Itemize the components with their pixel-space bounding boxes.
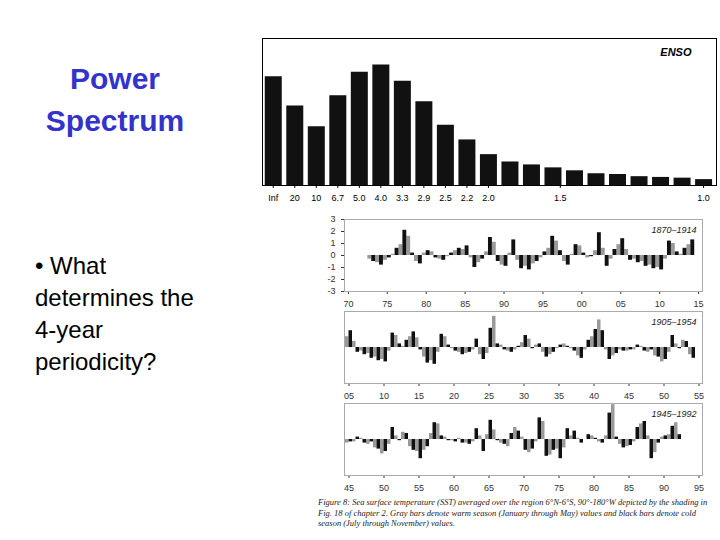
svg-text:1.0: 1.0 — [697, 193, 710, 203]
svg-text:25: 25 — [484, 391, 494, 399]
svg-text:1: 1 — [330, 238, 335, 248]
svg-text:45: 45 — [624, 391, 634, 399]
svg-text:-1: -1 — [327, 262, 335, 272]
svg-text:2.5: 2.5 — [439, 193, 452, 203]
svg-text:90: 90 — [499, 299, 509, 307]
svg-text:40: 40 — [589, 391, 599, 399]
svg-text:ENSO: ENSO — [660, 46, 692, 58]
svg-text:45: 45 — [344, 483, 354, 491]
html-text:• What determines the 4-year p: • What determines the 4-year periodicity… — [35, 252, 194, 375]
svg-text:20: 20 — [290, 193, 300, 203]
svg-text:70: 70 — [519, 483, 529, 491]
svg-text:35: 35 — [554, 391, 564, 399]
svg-text:60: 60 — [449, 483, 459, 491]
svg-text:95: 95 — [694, 483, 704, 491]
svg-text:6.7: 6.7 — [332, 193, 345, 203]
svg-text:2: 2 — [330, 226, 335, 236]
svg-text:00: 00 — [577, 299, 587, 307]
svg-text:30: 30 — [519, 391, 529, 399]
svg-text:85: 85 — [624, 483, 634, 491]
svg-text:10: 10 — [379, 391, 389, 399]
svg-text:80: 80 — [421, 299, 431, 307]
svg-text:85: 85 — [460, 299, 470, 307]
svg-text:80: 80 — [589, 483, 599, 491]
svg-text:5.0: 5.0 — [353, 193, 366, 203]
svg-text:3.3: 3.3 — [396, 193, 409, 203]
svg-text:2.9: 2.9 — [418, 193, 431, 203]
svg-text:1.5: 1.5 — [554, 193, 567, 203]
svg-text:15: 15 — [694, 299, 704, 307]
svg-text:0: 0 — [330, 250, 335, 260]
html-text:Figure 8: Sea surface temperat: Figure 8: Sea surface temperature (SST) … — [318, 497, 708, 528]
svg-text:-2: -2 — [327, 274, 335, 284]
svg-text:05: 05 — [616, 299, 626, 307]
svg-text:15: 15 — [414, 391, 424, 399]
svg-text:50: 50 — [379, 483, 389, 491]
svg-text:10: 10 — [655, 299, 665, 307]
svg-text:1945–1992: 1945–1992 — [651, 409, 696, 419]
svg-text:3: 3 — [330, 215, 335, 224]
html-text:Power Spectrum: Power Spectrum — [45, 62, 185, 137]
svg-text:70: 70 — [343, 299, 353, 307]
svg-text:65: 65 — [484, 483, 494, 491]
svg-text:1905–1954: 1905–1954 — [651, 317, 696, 327]
svg-text:2.0: 2.0 — [482, 193, 495, 203]
svg-text:4.0: 4.0 — [375, 193, 388, 203]
svg-text:2.2: 2.2 — [461, 193, 474, 203]
svg-text:20: 20 — [449, 391, 459, 399]
svg-text:-3: -3 — [327, 286, 335, 296]
svg-text:Inf: Inf — [268, 193, 279, 203]
svg-text:95: 95 — [538, 299, 548, 307]
svg-text:75: 75 — [382, 299, 392, 307]
svg-text:55: 55 — [414, 483, 424, 491]
svg-text:50: 50 — [659, 391, 669, 399]
svg-text:75: 75 — [554, 483, 564, 491]
svg-text:10: 10 — [311, 193, 321, 203]
svg-text:1870–1914: 1870–1914 — [651, 225, 696, 235]
svg-text:90: 90 — [659, 483, 669, 491]
svg-text:05: 05 — [344, 391, 354, 399]
svg-text:55: 55 — [694, 391, 704, 399]
